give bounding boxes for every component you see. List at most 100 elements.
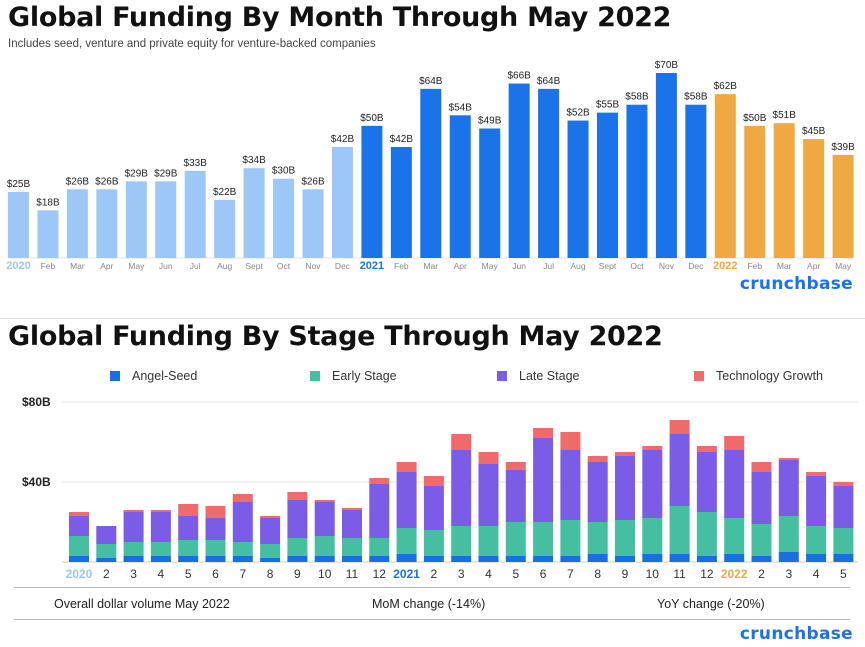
x-tick-label: Jun: [512, 261, 526, 271]
stacked-bar-segment-technology-growth: [342, 508, 362, 510]
bar-month: [773, 123, 795, 258]
stacked-bar-segment-angel-seed: [505, 556, 526, 562]
stacked-bar-segment-technology-growth: [505, 462, 526, 470]
stacked-bar-segment-early-stage: [96, 544, 117, 558]
stacked-bar-segment-late-stage: [423, 486, 444, 530]
x-tick-label: Oct: [277, 261, 291, 271]
stacked-bar-segment-late-stage: [123, 512, 144, 542]
stacked-bar-segment-late-stage: [587, 462, 608, 522]
x-tick-label: 6: [212, 567, 219, 581]
stacked-bar-segment-technology-growth: [69, 512, 89, 516]
stacked-bar-segment-angel-seed: [724, 554, 745, 562]
stacked-bar-segment-angel-seed: [396, 554, 417, 562]
x-tick-label: 5: [512, 567, 519, 581]
stacked-bar-segment-technology-growth: [369, 478, 390, 484]
legend-early-stage: Early Stage: [310, 369, 397, 383]
legend-swatch-technology-growth: [694, 371, 704, 381]
stacked-bar-segment-technology-growth: [587, 456, 608, 462]
stacked-bar-segment-technology-growth: [314, 500, 335, 502]
x-tick-label: Jun: [159, 261, 173, 271]
x-tick-label: 2: [431, 567, 438, 581]
stacked-bar-segment-technology-growth: [669, 420, 690, 434]
stacked-bar-segment-early-stage: [778, 516, 799, 552]
x-tick-label: 2021: [360, 260, 384, 272]
bar-data-label: $64B: [419, 76, 443, 87]
x-tick-label: Nov: [305, 261, 321, 271]
x-tick-label: 2022: [713, 260, 737, 272]
x-tick-label: 2: [758, 567, 765, 581]
x-tick-label: Sept: [599, 261, 617, 271]
stacked-bar-segment-angel-seed: [478, 556, 499, 562]
bar-month: [626, 104, 648, 258]
stacked-bar-segment-late-stage: [833, 486, 854, 528]
x-tick-label: Oct: [630, 261, 644, 271]
x-tick-label: May: [835, 261, 852, 271]
x-tick-label: Mar: [423, 261, 438, 271]
crunchbase-logo: crunchbase: [739, 624, 853, 644]
stacked-bar-segment-angel-seed: [642, 554, 663, 562]
x-tick-label: Mar: [70, 261, 85, 271]
stacked-bar-segment-late-stage: [696, 452, 717, 512]
stacked-bar-segment-technology-growth: [751, 462, 772, 472]
stacked-bar-segment-late-stage: [724, 450, 745, 518]
bar-data-label: $66B: [507, 71, 531, 82]
stage-funding-panel: $40B $80B 2020 2 3 4 5 6 7 8 9 10 11 12 2021 2 3 4 5 6 7 8 9 10…: [0, 318, 865, 647]
stacked-bar-segment-late-stage: [232, 502, 253, 542]
bar-month: [302, 189, 324, 258]
x-tick-label: 3: [785, 567, 792, 581]
bar-data-label: $58B: [625, 92, 649, 103]
stacked-bar-segment-late-stage: [560, 450, 581, 520]
stage-legend: Angel-Seed Early Stage Late Stage Techno…: [0, 369, 865, 389]
bar-month: [243, 168, 265, 258]
monthly-funding-panel: $25B 2020 $18B Feb $26B Mar $26B Apr $29B May $29B…: [0, 0, 865, 318]
x-tick-label: 9: [294, 567, 301, 581]
x-tick-label: 9: [622, 567, 629, 581]
legend-label-late-stage: Late Stage: [519, 369, 580, 383]
stacked-bar-segment-angel-seed: [314, 556, 335, 562]
x-tick-label: 6: [540, 567, 547, 581]
x-tick-label: Jul: [190, 261, 201, 271]
x-tick-label: Feb: [41, 261, 56, 271]
x-tick-label: 10: [646, 567, 660, 581]
summary-mom-change: MoM change (-14%): [372, 597, 486, 611]
stacked-bar-segment-late-stage: [205, 518, 226, 540]
stacked-bar-segment-technology-growth: [478, 452, 499, 464]
bar-data-label: $70B: [655, 60, 679, 71]
x-tick-label: 8: [267, 567, 274, 581]
stacked-bar-segment-early-stage: [587, 522, 608, 554]
x-tick-label: Feb: [394, 261, 409, 271]
stacked-bar-segment-angel-seed: [778, 552, 799, 562]
stacked-bar-segment-early-stage: [396, 528, 417, 554]
bar-data-label: $45B: [802, 126, 826, 137]
x-tick-label: Apr: [100, 261, 113, 271]
stacked-bar-segment-early-stage: [669, 506, 690, 554]
stacked-bar-segment-late-stage: [150, 512, 171, 542]
stacked-bar-segment-angel-seed: [833, 554, 854, 562]
x-tick-label: 2021: [393, 567, 420, 581]
stacked-bar-segment-late-stage: [260, 518, 281, 544]
bar-data-label: $50B: [743, 113, 767, 124]
summary-yoy-change: YoY change (-20%): [657, 597, 765, 611]
x-tick-label: 4: [813, 567, 820, 581]
x-tick-label: 2: [103, 567, 110, 581]
stacked-bar-segment-technology-growth: [533, 428, 554, 438]
bar-month: [361, 125, 383, 258]
stacked-bar-segment-angel-seed: [150, 556, 171, 562]
x-tick-label: Apr: [807, 261, 820, 271]
monthly-chart-title: Global Funding By Month Through May 2022: [8, 2, 672, 33]
stacked-bar-segment-angel-seed: [342, 556, 362, 562]
bar-data-label: $62B: [714, 81, 738, 92]
summary-divider-top: [14, 587, 850, 588]
bar-month: [214, 199, 236, 258]
bar-data-label: $58B: [684, 92, 708, 103]
bar-month: [8, 191, 29, 258]
bar-month: [420, 88, 442, 258]
stacked-bar-segment-early-stage: [696, 512, 717, 556]
x-tick-label: May: [482, 261, 499, 271]
stacked-bar-segment-angel-seed: [69, 556, 89, 562]
legend-swatch-early-stage: [310, 371, 320, 381]
stacked-bar-segment-early-stage: [178, 540, 199, 556]
stacked-bar-segment-angel-seed: [560, 556, 581, 562]
stacked-bar-segment-angel-seed: [615, 556, 635, 562]
stacked-bar-segment-late-stage: [751, 472, 772, 524]
